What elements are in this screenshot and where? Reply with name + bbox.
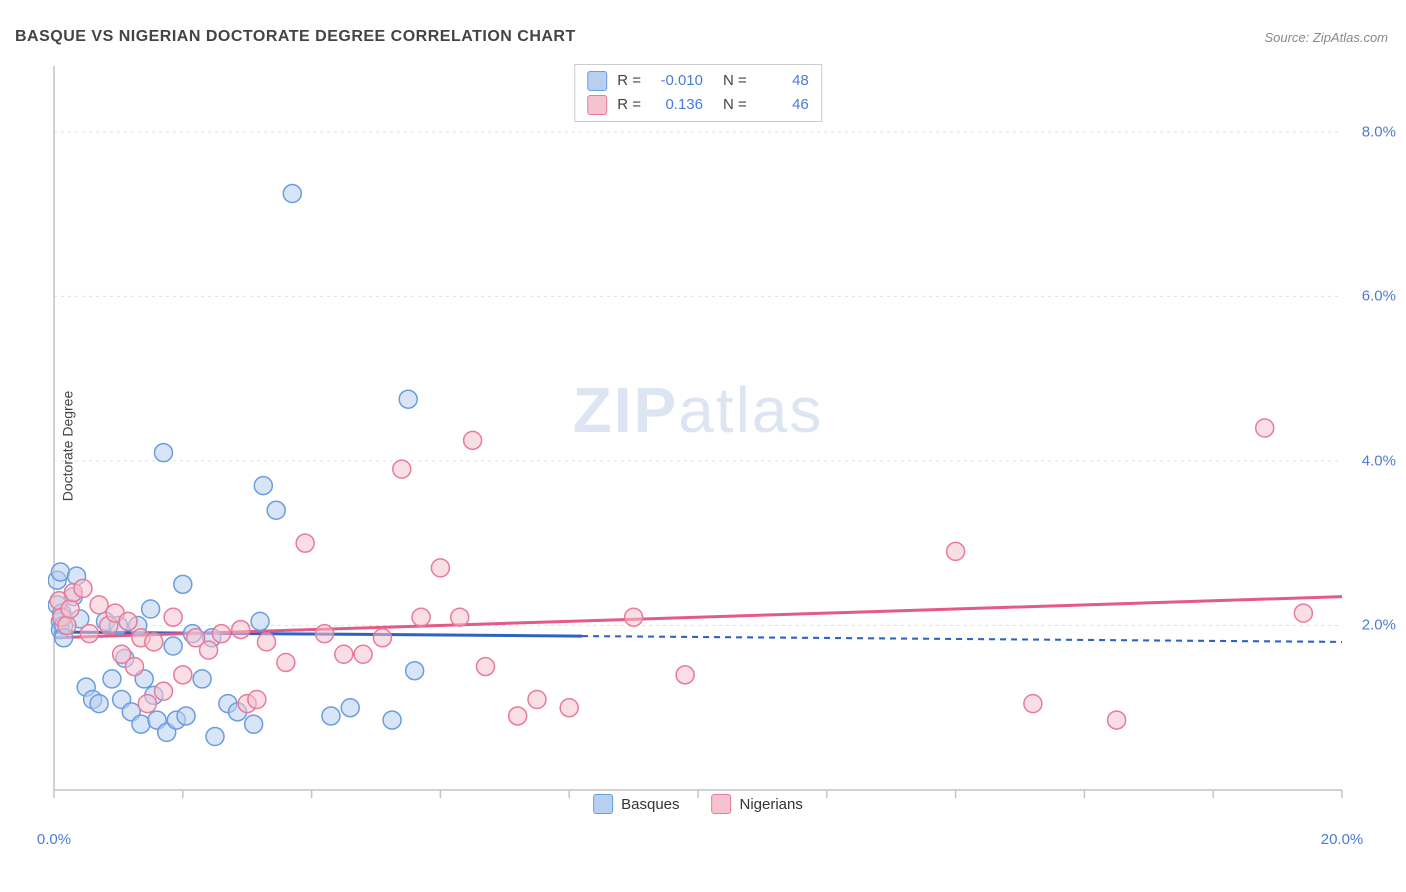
- n-value-nigerians: 46: [757, 93, 809, 117]
- x-tick-label: 20.0%: [1321, 831, 1364, 848]
- legend-label: Basques: [621, 796, 679, 813]
- r-label: R =: [617, 69, 641, 93]
- y-tick-label: 2.0%: [1362, 617, 1396, 634]
- scatter-svg: [48, 60, 1348, 820]
- r-value-nigerians: 0.136: [651, 93, 703, 117]
- n-label: N =: [723, 93, 747, 117]
- y-tick-label: 4.0%: [1362, 452, 1396, 469]
- legend-swatch-basques: [587, 71, 607, 91]
- chart-container: BASQUE VS NIGERIAN DOCTORATE DEGREE CORR…: [0, 0, 1406, 892]
- n-label: N =: [723, 69, 747, 93]
- legend-item-nigerians: Nigerians: [712, 794, 803, 814]
- legend-statistics: R = -0.010 N = 48 R = 0.136 N = 46: [574, 64, 822, 122]
- legend-swatch-icon: [712, 794, 732, 814]
- legend-item-basques: Basques: [593, 794, 679, 814]
- source-attribution: Source: ZipAtlas.com: [1264, 30, 1388, 45]
- r-value-basques: -0.010: [651, 69, 703, 93]
- legend-swatch-icon: [593, 794, 613, 814]
- legend-row-basques: R = -0.010 N = 48: [587, 69, 809, 93]
- x-tick-label: 0.0%: [37, 831, 71, 848]
- legend-series: Basques Nigerians: [593, 794, 803, 814]
- plot-area: ZIPatlas R = -0.010 N = 48 R = 0.136 N =…: [48, 60, 1348, 820]
- r-label: R =: [617, 93, 641, 117]
- legend-label: Nigerians: [740, 796, 803, 813]
- legend-row-nigerians: R = 0.136 N = 46: [587, 93, 809, 117]
- chart-title: BASQUE VS NIGERIAN DOCTORATE DEGREE CORR…: [15, 28, 576, 46]
- legend-swatch-nigerians: [587, 95, 607, 115]
- y-tick-label: 6.0%: [1362, 288, 1396, 305]
- y-tick-label: 8.0%: [1362, 123, 1396, 140]
- n-value-basques: 48: [757, 69, 809, 93]
